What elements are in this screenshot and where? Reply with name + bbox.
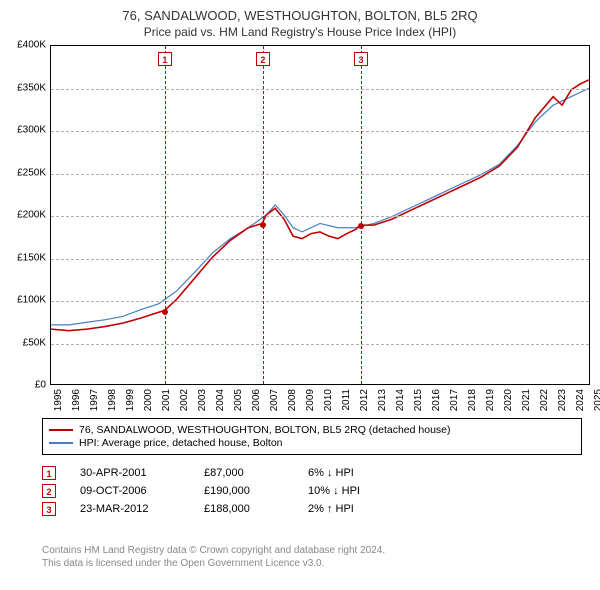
x-tick-label: 2000 <box>143 389 154 411</box>
marker-box-2: 2 <box>256 52 270 66</box>
marker-legend-price: £188,000 <box>204 503 284 515</box>
x-tick-label: 2014 <box>395 389 406 411</box>
y-axis-labels: £0£50K£100K£150K£200K£250K£300K£350K£400… <box>8 45 48 385</box>
marker-box-3: 3 <box>354 52 368 66</box>
x-tick-label: 2003 <box>197 389 208 411</box>
gridline <box>51 344 589 345</box>
x-tick-label: 2017 <box>449 389 460 411</box>
chart-titles: 76, SANDALWOOD, WESTHOUGHTON, BOLTON, BL… <box>8 8 592 39</box>
chart-title-address: 76, SANDALWOOD, WESTHOUGHTON, BOLTON, BL… <box>8 8 592 23</box>
marker-legend-delta: 10% ↓ HPI <box>308 485 408 497</box>
marker-point-3 <box>358 223 364 229</box>
gridline <box>51 89 589 90</box>
x-tick-label: 1998 <box>107 389 118 411</box>
y-tick-label: £300K <box>17 125 46 136</box>
x-tick-label: 2009 <box>305 389 316 411</box>
marker-point-2 <box>260 222 266 228</box>
legend-swatch-2 <box>49 442 73 444</box>
x-tick-label: 1996 <box>71 389 82 411</box>
legend-row-series-2: HPI: Average price, detached house, Bolt… <box>49 437 575 449</box>
x-tick-label: 2015 <box>413 389 424 411</box>
x-tick-label: 2008 <box>287 389 298 411</box>
marker-legend-row-2: 2 09-OCT-2006 £190,000 10% ↓ HPI <box>42 484 582 498</box>
y-tick-label: £0 <box>35 380 46 391</box>
attribution-line-2: This data is licensed under the Open Gov… <box>42 557 582 570</box>
x-tick-label: 2004 <box>215 389 226 411</box>
x-tick-label: 2020 <box>503 389 514 411</box>
marker-point-1 <box>162 309 168 315</box>
y-tick-label: £200K <box>17 210 46 221</box>
marker-legend: 1 30-APR-2001 £87,000 6% ↓ HPI 2 09-OCT-2006 £… <box>42 462 582 520</box>
plot-area: 1 2 3 <box>50 45 590 385</box>
x-tick-label: 2019 <box>485 389 496 411</box>
gridline <box>51 216 589 217</box>
x-tick-label: 2022 <box>539 389 550 411</box>
x-axis-labels: 1995 1996 1997 1998 1999 2000 2001 2002 2003 2004… <box>50 387 590 417</box>
legend-row-series-1: 76, SANDALWOOD, WESTHOUGHTON, BOLTON, BL… <box>49 424 575 436</box>
y-tick-label: £50K <box>23 337 46 348</box>
series-line-hpi <box>51 88 589 325</box>
series-line-price_paid <box>51 80 589 331</box>
marker-legend-price: £190,000 <box>204 485 284 497</box>
y-tick-label: £350K <box>17 82 46 93</box>
marker-legend-index: 1 <box>42 466 56 480</box>
marker-legend-index: 2 <box>42 484 56 498</box>
x-tick-label: 2007 <box>269 389 280 411</box>
marker-legend-date: 30-APR-2001 <box>80 467 180 479</box>
x-tick-label: 2011 <box>341 389 352 411</box>
marker-vline-3 <box>361 46 362 384</box>
marker-legend-row-1: 1 30-APR-2001 £87,000 6% ↓ HPI <box>42 466 582 480</box>
plot-outer: £0£50K£100K£150K£200K£250K£300K£350K£400… <box>8 45 592 405</box>
attribution-line-1: Contains HM Land Registry data © Crown c… <box>42 544 582 557</box>
gridline <box>51 174 589 175</box>
marker-legend-index: 3 <box>42 502 56 516</box>
gridline <box>51 301 589 302</box>
x-tick-label: 1999 <box>125 389 136 411</box>
y-tick-label: £100K <box>17 295 46 306</box>
marker-legend-delta: 6% ↓ HPI <box>308 467 408 479</box>
chart-title-subtitle: Price paid vs. HM Land Registry's House … <box>8 25 592 39</box>
gridline <box>51 259 589 260</box>
x-tick-label: 2023 <box>557 389 568 411</box>
x-tick-label: 2018 <box>467 389 478 411</box>
x-tick-label: 2016 <box>431 389 442 411</box>
x-tick-label: 2010 <box>323 389 334 411</box>
y-tick-label: £150K <box>17 252 46 263</box>
x-tick-label: 2006 <box>251 389 262 411</box>
x-tick-label: 2021 <box>521 389 532 411</box>
marker-legend-row-3: 3 23-MAR-2012 £188,000 2% ↑ HPI <box>42 502 582 516</box>
x-tick-label: 2013 <box>377 389 388 411</box>
y-tick-label: £400K <box>17 40 46 51</box>
x-tick-label: 2002 <box>179 389 190 411</box>
marker-box-1: 1 <box>158 52 172 66</box>
x-tick-label: 1995 <box>53 389 64 411</box>
marker-legend-delta: 2% ↑ HPI <box>308 503 408 515</box>
legend-label-1: 76, SANDALWOOD, WESTHOUGHTON, BOLTON, BL… <box>79 424 451 436</box>
x-tick-label: 2025 <box>593 389 600 411</box>
marker-legend-date: 23-MAR-2012 <box>80 503 180 515</box>
plot-svg <box>51 46 589 384</box>
x-tick-label: 2012 <box>359 389 370 411</box>
marker-vline-1 <box>165 46 166 384</box>
gridline <box>51 131 589 132</box>
legend-box: 76, SANDALWOOD, WESTHOUGHTON, BOLTON, BL… <box>42 418 582 455</box>
y-tick-label: £250K <box>17 167 46 178</box>
legend-label-2: HPI: Average price, detached house, Bolt… <box>79 437 283 449</box>
marker-legend-price: £87,000 <box>204 467 284 479</box>
marker-vline-2 <box>263 46 264 384</box>
legend-swatch-1 <box>49 429 73 431</box>
x-tick-label: 2001 <box>161 389 172 411</box>
chart-container: 76, SANDALWOOD, WESTHOUGHTON, BOLTON, BL… <box>0 0 600 590</box>
attribution: Contains HM Land Registry data © Crown c… <box>42 544 582 570</box>
x-tick-label: 1997 <box>89 389 100 411</box>
marker-legend-date: 09-OCT-2006 <box>80 485 180 497</box>
x-tick-label: 2024 <box>575 389 586 411</box>
x-tick-label: 2005 <box>233 389 244 411</box>
